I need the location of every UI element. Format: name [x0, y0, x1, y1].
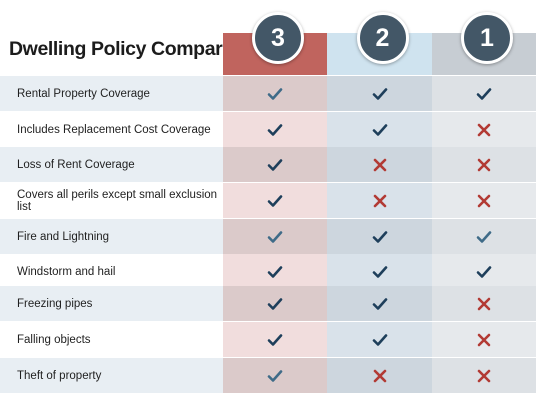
table-row: Falling objects: [0, 322, 543, 357]
table-row: Rental Property Coverage: [0, 76, 543, 111]
table-cell: [432, 183, 536, 218]
table-cell: [327, 183, 432, 218]
row-label: Includes Replacement Cost Coverage: [0, 112, 223, 147]
table-cell: [432, 358, 536, 393]
table-cell: [327, 286, 432, 321]
table-cell: [432, 76, 536, 111]
table-cell: [327, 254, 432, 289]
cross-icon: [477, 297, 491, 310]
table-cell: [432, 322, 536, 357]
check-icon: [267, 158, 283, 171]
plan-badge: 2: [356, 12, 409, 64]
table-cell: [432, 112, 536, 147]
check-icon: [267, 333, 283, 346]
table-row: Fire and Lightning: [0, 219, 543, 254]
cross-icon: [373, 369, 386, 382]
row-label: Rental Property Coverage: [0, 76, 223, 111]
row-label: Loss of Rent Coverage: [0, 147, 223, 182]
table-cell: [327, 147, 432, 182]
column-header-3: 3: [223, 12, 327, 75]
check-icon: [372, 265, 387, 278]
row-label: Fire and Lightning: [0, 219, 223, 254]
table-cell: [223, 147, 327, 182]
check-icon: [372, 123, 387, 136]
check-icon: [476, 265, 492, 278]
check-icon: [267, 230, 283, 243]
cross-icon: [477, 158, 491, 171]
table-row: Windstorm and hail: [0, 254, 543, 289]
table-row: Loss of Rent Coverage: [0, 147, 543, 182]
table-row: Covers all perils except small exclusion…: [0, 183, 543, 218]
table-cell: [223, 183, 327, 218]
column-header-1: 1: [432, 12, 536, 75]
check-icon: [476, 87, 492, 100]
plan-badge: 1: [461, 12, 513, 64]
cross-icon: [477, 194, 491, 207]
check-icon: [372, 333, 387, 346]
table-row: Includes Replacement Cost Coverage: [0, 112, 543, 147]
cross-icon: [477, 369, 491, 382]
table-cell: [327, 358, 432, 393]
table-cell: [223, 219, 327, 254]
table-cell: [223, 286, 327, 321]
check-icon: [372, 297, 387, 310]
check-icon: [267, 194, 283, 207]
table-cell: [223, 254, 327, 289]
check-icon: [372, 230, 387, 243]
table-cell: [432, 147, 536, 182]
table-cell: [223, 76, 327, 111]
check-icon: [267, 297, 283, 310]
check-icon: [267, 369, 283, 382]
column-header-2: 2: [327, 12, 432, 75]
cross-icon: [477, 123, 491, 136]
cross-icon: [477, 333, 491, 346]
table-cell: [432, 219, 536, 254]
table-cell: [327, 219, 432, 254]
check-icon: [476, 230, 492, 243]
table-row: Theft of property: [0, 358, 543, 393]
table-cell: [327, 322, 432, 357]
table-cell: [223, 322, 327, 357]
row-label: Windstorm and hail: [0, 254, 223, 289]
table-cell: [432, 254, 536, 289]
table-cell: [223, 112, 327, 147]
check-icon: [372, 87, 387, 100]
page-title: Dwelling Policy Comparison: [9, 38, 261, 60]
check-icon: [267, 123, 283, 136]
row-label: Covers all perils except small exclusion…: [0, 183, 223, 218]
check-icon: [267, 265, 283, 278]
cross-icon: [373, 158, 386, 171]
cross-icon: [373, 194, 386, 207]
row-label: Falling objects: [0, 322, 223, 357]
table-row: Freezing pipes: [0, 286, 543, 321]
check-icon: [267, 87, 283, 100]
row-label: Theft of property: [0, 358, 223, 393]
table-cell: [327, 112, 432, 147]
row-label: Freezing pipes: [0, 286, 223, 321]
table-cell: [432, 286, 536, 321]
table-cell: [327, 76, 432, 111]
plan-badge: 3: [252, 12, 304, 64]
table-cell: [223, 358, 327, 393]
